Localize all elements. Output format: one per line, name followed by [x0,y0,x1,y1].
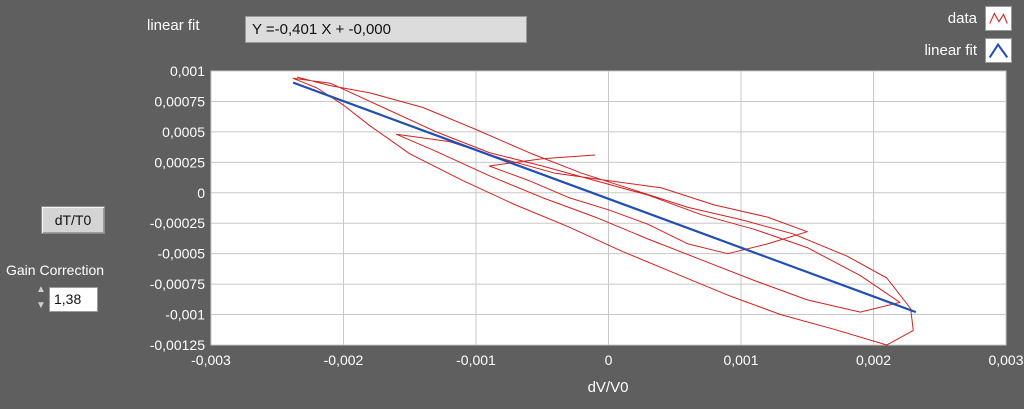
decrement-arrow-icon[interactable]: ▼ [36,300,46,311]
y-tick-label: -0,00075 [150,276,205,292]
series-line-data [292,76,914,346]
x-tick-label: -0,001 [456,352,496,368]
dt-t0-button[interactable]: dT/T0 [41,206,105,234]
x-tick-label: 0 [605,352,613,368]
x-tick-label: -0,002 [324,352,364,368]
y-tick-label: 0,001 [170,63,205,79]
x-tick-label: 0,003 [988,352,1023,368]
line-sample-icon [985,38,1012,63]
increment-arrow-icon[interactable]: ▲ [36,284,46,295]
x-tick-label: 0,001 [723,352,758,368]
x-tick-label: 0,002 [856,352,891,368]
legend-label-data: data [947,10,977,27]
y-tick-label: -0,00025 [150,215,205,231]
linear-fit-equation-field: Y =-0,401 X + -0,000 [245,16,527,43]
gain-correction-input[interactable]: 1,38 [49,287,98,312]
gain-correction-label: Gain Correction [6,262,105,278]
axis-ticks: -0,003 -0,002 -0,001 0 0,001 0,002 0,003 0,001 0… [150,63,1024,368]
y-tick-label: -0,00125 [150,337,205,353]
linear-fit-label: linear fit [147,17,200,34]
plot-series [292,76,917,346]
line-sample-icon [985,6,1012,31]
legend-item-data[interactable]: data [948,6,1012,31]
y-tick-label: 0,00075 [154,93,205,109]
x-axis-title: dV/V0 [588,379,629,396]
legend-item-linear-fit[interactable]: linear fit [924,38,1012,63]
legend-label-linear-fit: linear fit [924,42,977,59]
y-tick-label: 0 [197,185,205,201]
y-tick-label: 0,0005 [162,124,205,140]
y-tick-label: 0,00025 [154,154,205,170]
y-tick-label: -0,0005 [158,246,206,262]
y-tick-label: -0,001 [165,307,205,323]
x-tick-label: -0,003 [191,352,231,368]
series-line-linear-fit [292,81,917,314]
gain-stepper[interactable]: ▲ ▼ [35,282,47,316]
